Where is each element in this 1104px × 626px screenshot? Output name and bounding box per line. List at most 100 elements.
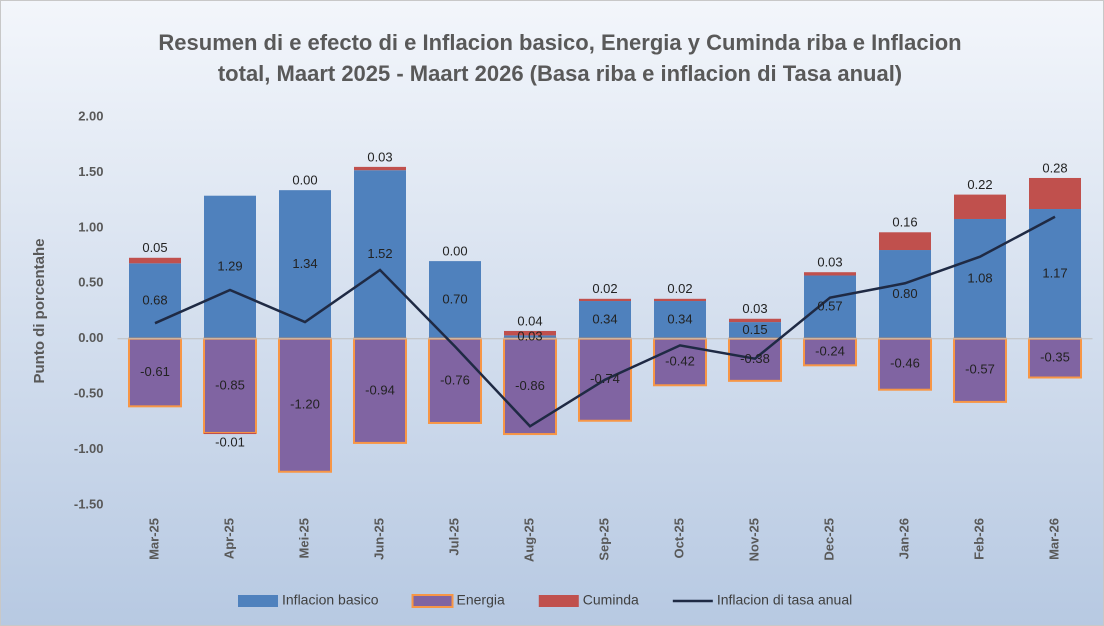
value-label: 0.00: [292, 173, 317, 188]
x-tick-label: Mar-25: [146, 518, 161, 560]
bar: [354, 170, 406, 339]
line-series: [154, 215, 1056, 428]
value-label: 0.34: [592, 311, 617, 326]
bar: [354, 166, 406, 171]
x-tick-label: Jul-25: [446, 518, 461, 556]
x-tick-label: Aug-25: [521, 518, 536, 562]
legend-label: Cuminda: [583, 592, 639, 608]
x-tick-label: Mar-26: [1046, 518, 1061, 560]
bar: [504, 335, 556, 339]
x-tick-label: Jan-26: [896, 518, 911, 559]
bar: [1028, 337, 1082, 379]
bar: [654, 298, 706, 302]
value-label: -0.42: [665, 353, 695, 368]
value-label: 0.03: [817, 255, 842, 270]
x-tick-label: Sep-25: [596, 518, 611, 561]
bar: [654, 301, 706, 339]
value-label: -0.57: [965, 362, 995, 377]
legend-swatch: [238, 595, 278, 607]
bar: [804, 275, 856, 339]
chart-title: total, Maart 2025 - Maart 2026 (Basa rib…: [218, 61, 902, 86]
bar: [204, 432, 256, 435]
bar: [954, 218, 1006, 339]
value-label: 1.17: [1042, 265, 1067, 280]
legend-swatch: [538, 595, 579, 607]
bar: [879, 232, 931, 251]
bar: [729, 318, 781, 323]
value-label: 0.03: [517, 328, 542, 343]
value-label: 0.02: [592, 281, 617, 296]
value-label: -0.76: [440, 372, 470, 387]
bar: [429, 261, 481, 339]
y-tick-label: 1.00: [78, 219, 103, 234]
y-tick-label: 0.50: [78, 275, 103, 290]
bar: [729, 322, 781, 339]
bar: [428, 337, 482, 424]
value-label: 0.28: [1042, 160, 1067, 175]
bar: [128, 337, 182, 408]
x-tick-label: Mei-25: [296, 518, 311, 558]
value-label: -0.24: [815, 343, 845, 358]
x-tick-label: Apr-25: [221, 518, 236, 559]
y-tick-label: -0.50: [74, 386, 104, 401]
value-label: 0.22: [967, 177, 992, 192]
bar: [278, 337, 332, 473]
x-tick-label: Nov-25: [746, 518, 761, 561]
legend-label: Inflacion di tasa anual: [717, 592, 852, 608]
x-tick-label: Feb-26: [971, 518, 986, 560]
value-label: 0.70: [442, 291, 467, 306]
value-label: 0.68: [142, 292, 167, 307]
value-label: -0.74: [590, 371, 620, 386]
value-label: 0.16: [892, 215, 917, 230]
value-label: -0.46: [890, 356, 920, 371]
value-label: 1.34: [292, 256, 317, 271]
bar: [579, 301, 631, 339]
value-label: 0.05: [142, 240, 167, 255]
legend-swatch: [411, 594, 454, 608]
x-tick-label: Dec-25: [821, 518, 836, 561]
value-label: 0.80: [892, 286, 917, 301]
y-tick-label: 2.00: [78, 108, 103, 123]
y-tick-label: 1.50: [78, 164, 103, 179]
bar: [954, 194, 1006, 219]
value-label: -1.20: [290, 397, 320, 412]
value-label: 0.02: [667, 281, 692, 296]
y-axis-title: Punto di porcentahe: [31, 238, 48, 383]
bar: [953, 337, 1007, 403]
value-label: 1.29: [217, 259, 242, 274]
bar: [129, 263, 181, 339]
value-label: 0.34: [667, 311, 692, 326]
legend-label: Energia: [457, 592, 505, 608]
value-label: 0.57: [817, 299, 842, 314]
value-label: -0.38: [740, 351, 770, 366]
value-label: -0.86: [515, 378, 545, 393]
value-label: -0.35: [1040, 350, 1070, 365]
value-label: 0.04: [517, 313, 542, 328]
bar: [878, 337, 932, 391]
y-tick-label: -1.50: [74, 496, 104, 511]
y-tick-label: -1.00: [74, 441, 104, 456]
y-tick-label: 0.00: [78, 330, 103, 345]
bar: [879, 250, 931, 339]
bar: [804, 272, 856, 276]
value-label: -0.85: [215, 377, 245, 392]
value-label: 0.03: [742, 301, 767, 316]
value-label: -0.94: [365, 382, 395, 397]
bar: [504, 330, 556, 336]
bar: [1029, 209, 1081, 339]
bar: [203, 337, 257, 434]
x-tick-label: Jun-25: [371, 518, 386, 560]
bar: [803, 337, 857, 367]
x-tick-label: Oct-25: [671, 518, 686, 558]
value-label: 0.00: [442, 244, 467, 259]
legend-label: Inflacion basico: [282, 592, 379, 608]
bar: [204, 195, 256, 339]
value-label: -0.01: [215, 434, 245, 449]
bar: [579, 298, 631, 302]
chart-title: Resumen di e efecto di e Inflacion basic…: [158, 30, 961, 55]
bar: [129, 257, 181, 264]
bar: [1029, 177, 1081, 210]
value-label: 1.52: [367, 246, 392, 261]
